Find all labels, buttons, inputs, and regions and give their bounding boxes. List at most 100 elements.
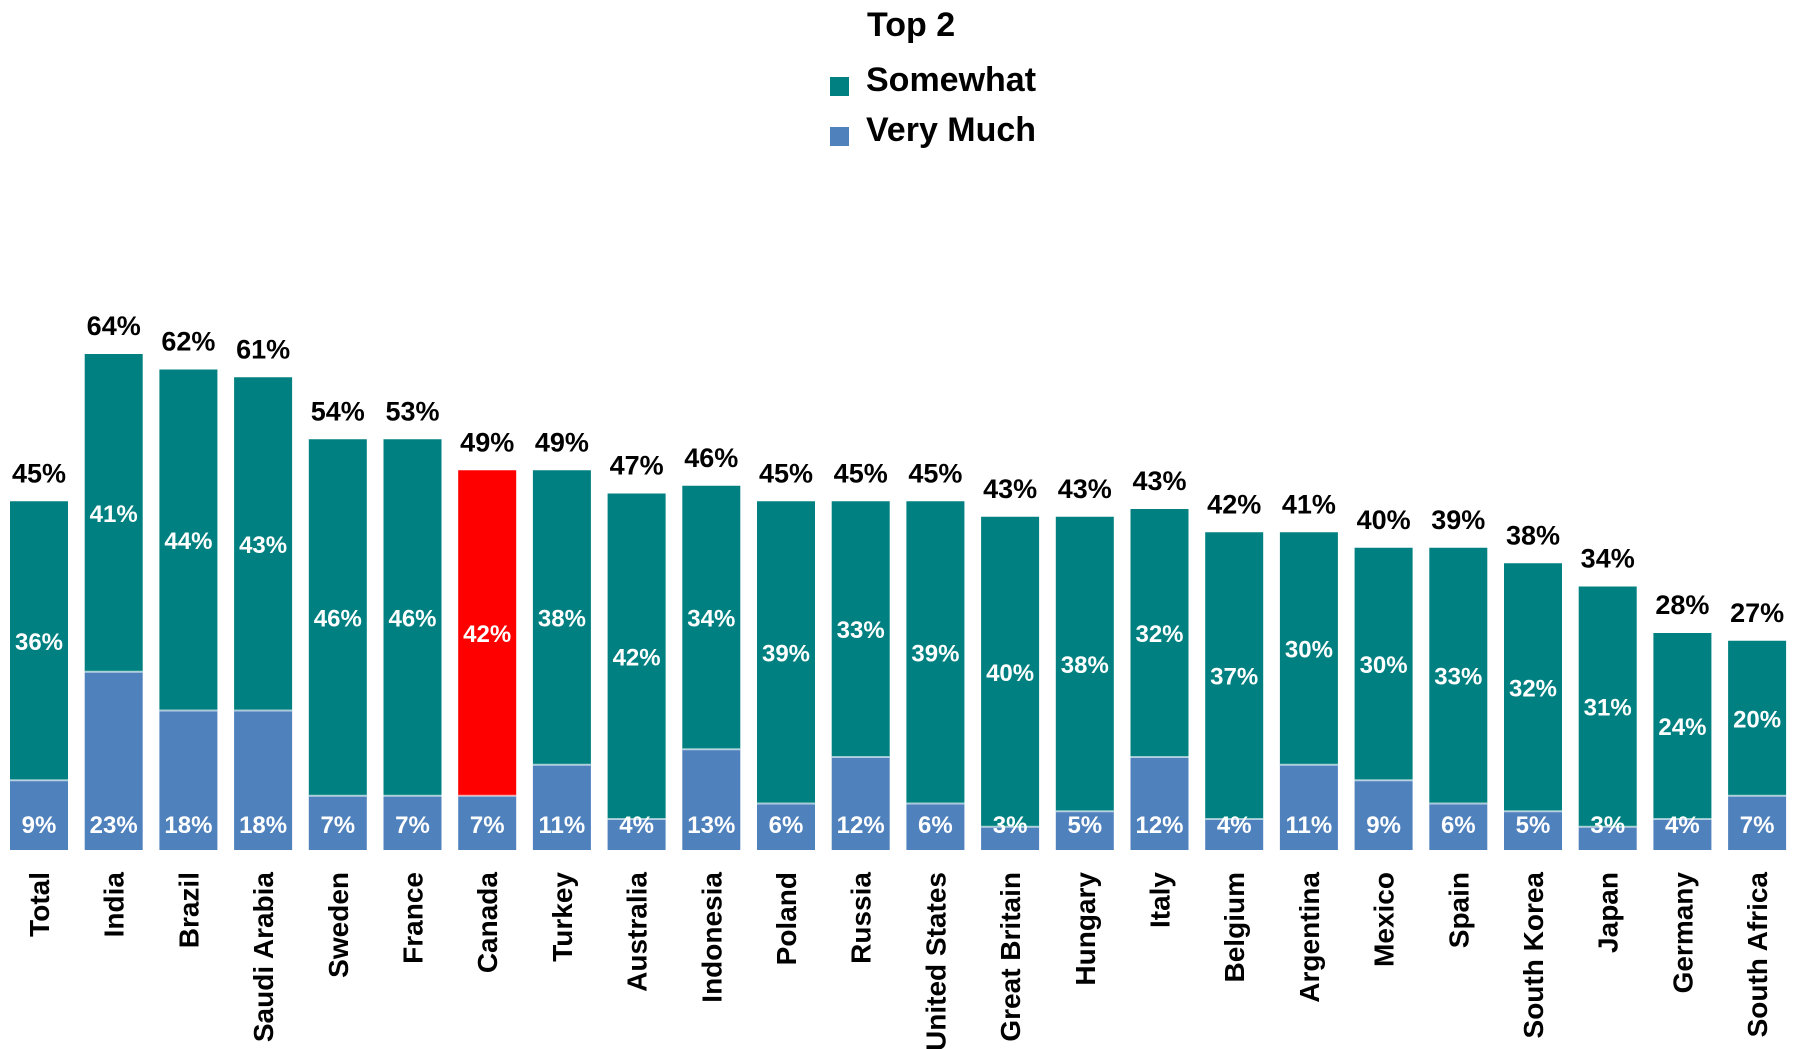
segment-divider-south-korea xyxy=(1504,810,1562,813)
data-label-somewhat-spain: 33% xyxy=(1434,664,1482,691)
data-label-total-south-africa: 27% xyxy=(1730,598,1784,628)
data-label-somewhat-russia: 33% xyxy=(837,617,885,644)
bar-very-much-argentina xyxy=(1279,764,1338,850)
category-label-india: India xyxy=(99,872,130,938)
bar-very-much-france xyxy=(383,795,442,850)
segment-divider-total xyxy=(10,779,68,782)
segment-divider-great-britain xyxy=(981,825,1040,828)
data-label-somewhat-turkey: 38% xyxy=(538,606,586,633)
legend-swatch-somewhat xyxy=(830,77,849,96)
data-label-very-much-germany: 4% xyxy=(1665,812,1700,839)
data-label-very-much-canada: 7% xyxy=(470,812,505,839)
data-label-total-saudi-arabia: 61% xyxy=(236,334,290,364)
data-label-very-much-indonesia: 13% xyxy=(687,812,735,839)
bar-very-much-saudi-arabia xyxy=(234,710,293,850)
category-label-australia: Australia xyxy=(622,872,653,992)
segment-divider-india xyxy=(84,670,143,673)
data-label-total-spain: 39% xyxy=(1431,505,1485,535)
bar-somewhat-italy xyxy=(1130,509,1189,757)
data-label-very-much-italy: 12% xyxy=(1135,812,1183,839)
bar-very-much-germany xyxy=(1653,819,1712,850)
data-label-somewhat-south-africa: 20% xyxy=(1733,706,1781,733)
data-label-very-much-brazil: 18% xyxy=(164,812,212,839)
data-label-somewhat-united-states: 39% xyxy=(911,640,959,667)
bar-very-much-japan xyxy=(1578,826,1637,850)
category-label-belgium: Belgium xyxy=(1219,872,1250,982)
category-label-spain: Spain xyxy=(1443,872,1474,948)
data-label-total-argentina: 41% xyxy=(1282,489,1336,519)
data-label-total-total: 45% xyxy=(12,458,66,488)
bar-somewhat-russia xyxy=(831,501,890,757)
data-label-total-india: 64% xyxy=(87,311,141,341)
data-label-somewhat-brazil: 44% xyxy=(164,528,212,555)
legend-label-very-much: Very Much xyxy=(866,111,1037,149)
bar-very-much-united-states xyxy=(906,803,965,850)
bar-somewhat-poland xyxy=(757,501,815,804)
segment-divider-russia xyxy=(831,756,890,758)
data-label-total-germany: 28% xyxy=(1655,590,1709,620)
segment-divider-turkey xyxy=(532,763,591,766)
data-label-somewhat-mexico: 30% xyxy=(1360,652,1408,679)
bar-very-much-sweden xyxy=(308,795,367,850)
bar-very-much-turkey xyxy=(532,764,591,850)
data-label-somewhat-hungary: 38% xyxy=(1061,652,1109,679)
segment-divider-united-states xyxy=(906,802,965,805)
bar-somewhat-united-states xyxy=(906,501,965,804)
data-label-very-much-belgium: 4% xyxy=(1217,812,1252,839)
data-label-very-much-india: 23% xyxy=(90,812,138,839)
segment-divider-indonesia xyxy=(682,748,741,751)
data-label-very-much-total: 9% xyxy=(22,812,57,839)
bar-very-much-canada xyxy=(458,795,517,850)
bar-somewhat-hungary xyxy=(1055,516,1114,812)
bar-somewhat-spain xyxy=(1429,547,1488,804)
data-label-very-much-sweden: 7% xyxy=(320,812,355,839)
bar-somewhat-sweden xyxy=(308,439,367,796)
bar-somewhat-turkey xyxy=(532,470,591,765)
bar-somewhat-france xyxy=(383,439,442,796)
bar-somewhat-canada xyxy=(458,470,517,796)
bar-very-much-south-korea xyxy=(1504,811,1562,850)
bar-somewhat-india xyxy=(84,354,143,672)
data-label-somewhat-poland: 39% xyxy=(762,640,810,667)
category-label-total: Total xyxy=(24,872,55,937)
legend-label-somewhat: Somewhat xyxy=(866,61,1037,99)
segment-divider-belgium xyxy=(1205,818,1264,820)
bar-somewhat-saudi-arabia xyxy=(234,377,293,711)
data-label-total-poland: 45% xyxy=(759,458,813,488)
bar-somewhat-great-britain xyxy=(981,516,1040,827)
segment-divider-mexico xyxy=(1354,779,1413,782)
category-label-canada: Canada xyxy=(472,872,503,974)
category-label-turkey: Turkey xyxy=(547,872,578,962)
data-label-somewhat-japan: 31% xyxy=(1584,695,1632,722)
data-label-total-australia: 47% xyxy=(610,451,664,481)
category-label-indonesia: Indonesia xyxy=(696,872,727,1003)
data-label-total-japan: 34% xyxy=(1581,544,1635,574)
data-label-total-france: 53% xyxy=(385,396,439,426)
category-label-sweden: Sweden xyxy=(323,872,354,978)
category-label-hungary: Hungary xyxy=(1070,872,1101,986)
data-label-very-much-south-korea: 5% xyxy=(1516,812,1551,839)
data-label-very-much-spain: 6% xyxy=(1441,812,1476,839)
segment-divider-argentina xyxy=(1279,763,1338,766)
bar-somewhat-belgium xyxy=(1205,532,1264,819)
bar-very-much-belgium xyxy=(1205,819,1264,850)
data-label-very-much-japan: 3% xyxy=(1590,812,1625,839)
data-label-total-united-states: 45% xyxy=(908,458,962,488)
bar-somewhat-germany xyxy=(1653,633,1712,819)
data-label-somewhat-indonesia: 34% xyxy=(687,606,735,633)
bar-very-much-india xyxy=(84,671,143,850)
category-label-poland: Poland xyxy=(771,872,802,965)
bar-somewhat-indonesia xyxy=(682,485,741,750)
data-label-total-great-britain: 43% xyxy=(983,474,1037,504)
data-label-somewhat-france: 46% xyxy=(388,606,436,633)
segment-divider-sweden xyxy=(308,794,367,797)
segment-divider-hungary xyxy=(1055,810,1114,813)
data-label-very-much-australia: 4% xyxy=(619,812,654,839)
data-label-total-turkey: 49% xyxy=(535,427,589,457)
category-label-germany: Germany xyxy=(1667,872,1698,994)
bar-somewhat-japan xyxy=(1578,586,1637,827)
category-label-great-britain: Great Britain xyxy=(995,872,1026,1042)
data-label-very-much-turkey: 11% xyxy=(539,812,586,839)
data-label-somewhat-argentina: 30% xyxy=(1285,637,1333,664)
